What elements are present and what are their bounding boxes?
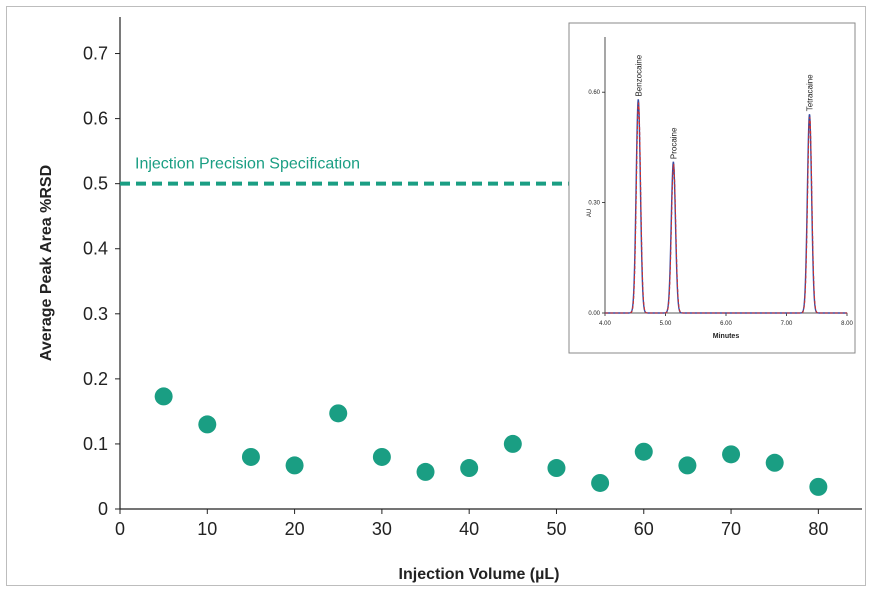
- y-tick-label: 0.4: [83, 239, 108, 259]
- inset-x-tick-label: 8.00: [841, 321, 853, 327]
- x-tick-label: 80: [808, 519, 828, 539]
- x-tick-label: 30: [372, 519, 392, 539]
- x-tick-label: 70: [721, 519, 741, 539]
- data-point: [285, 456, 304, 475]
- inset-x-tick-label: 6.00: [720, 321, 732, 327]
- inset-chromatogram: 0.00 0.30 0.60 4.00 5.00 6.00 7.00 8.00 Benzoc…: [568, 22, 856, 354]
- data-points: [154, 387, 828, 496]
- y-tick-label: 0.5: [83, 174, 108, 194]
- y-tick-label: 0.1: [83, 434, 108, 454]
- data-point: [765, 453, 784, 472]
- data-point: [329, 404, 348, 423]
- inset-y-tick-label: 0.30: [588, 201, 600, 207]
- data-point: [722, 445, 741, 464]
- data-point: [460, 459, 479, 478]
- inset-x-tick-label: 7.00: [781, 321, 793, 327]
- data-point: [372, 447, 391, 466]
- x-tick-label: 0: [115, 519, 125, 539]
- x-tick-label: 60: [634, 519, 654, 539]
- data-point: [634, 442, 653, 461]
- y-tick-label: 0.7: [83, 44, 108, 64]
- chart-svg: 0 0.1 0.2 0.3 0.4 0.5 0.6 0.7 0 10 20 30 40 50 60 70 80…: [38, 17, 862, 583]
- inset-traces: [605, 99, 848, 314]
- inset-x-tick-label: 5.00: [660, 321, 672, 327]
- inset-peak-label: Benzocaine: [634, 54, 643, 96]
- x-tick-label: 10: [197, 519, 217, 539]
- y-tick-label: 0.2: [83, 369, 108, 389]
- inset-x-title: Minutes: [713, 333, 740, 340]
- inset-peak-label: Tetracaine: [805, 74, 814, 111]
- inset-y-ticks: 0.00 0.30 0.60: [588, 90, 605, 317]
- y-tick-label: 0: [98, 499, 108, 519]
- data-point: [547, 459, 566, 478]
- inset-x-tick-label: 4.00: [599, 321, 611, 327]
- y-ticks: 0 0.1 0.2 0.3 0.4 0.5 0.6 0.7: [83, 44, 120, 519]
- data-point: [198, 415, 217, 434]
- inset-peak-label: Procaine: [669, 127, 678, 159]
- x-tick-label: 50: [546, 519, 566, 539]
- inset-y-tick-label: 0.60: [588, 90, 600, 96]
- data-point: [809, 477, 828, 496]
- data-point: [591, 473, 610, 492]
- data-point: [503, 434, 522, 453]
- y-tick-label: 0.6: [83, 109, 108, 129]
- spec-label: Injection Precision Specification: [135, 156, 360, 173]
- x-axis-title: Injection Volume (µL): [399, 566, 560, 583]
- y-tick-label: 0.3: [83, 304, 108, 324]
- data-point: [678, 456, 697, 475]
- y-axis-title: Average Peak Area %RSD: [38, 165, 55, 361]
- data-point: [154, 387, 173, 406]
- inset-y-tick-label: 0.00: [588, 311, 600, 317]
- data-point: [241, 447, 260, 466]
- inset-y-title: AU: [587, 209, 593, 217]
- x-ticks: 0 10 20 30 40 50 60 70 80: [115, 509, 828, 539]
- x-tick-label: 40: [459, 519, 479, 539]
- inset-border: [568, 22, 856, 354]
- inset-peak-labels: Benzocaine Procaine Tetracaine: [634, 54, 814, 159]
- x-tick-label: 20: [285, 519, 305, 539]
- data-point: [416, 462, 435, 481]
- inset-trace-red: [605, 102, 848, 314]
- chart-frame: 0 0.1 0.2 0.3 0.4 0.5 0.6 0.7 0 10 20 30 40 50 60 70 80…: [6, 6, 866, 586]
